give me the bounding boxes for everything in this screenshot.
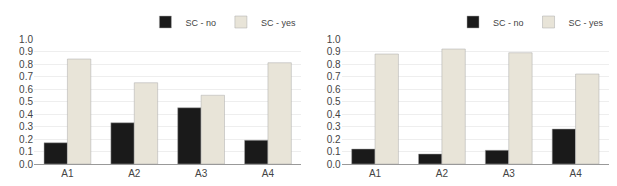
svg-text:SC - yes: SC - yes (261, 18, 296, 28)
svg-text:A2: A2 (436, 168, 449, 179)
svg-text:A4: A4 (569, 168, 582, 179)
svg-text:SC - no: SC - no (493, 18, 524, 28)
svg-text:0.1: 0.1 (19, 146, 33, 157)
svg-text:0.8: 0.8 (19, 59, 33, 70)
svg-text:A1: A1 (61, 168, 74, 179)
svg-text:0.0: 0.0 (19, 159, 33, 170)
svg-text:0.3: 0.3 (327, 121, 341, 132)
svg-text:A1: A1 (369, 168, 382, 179)
svg-text:0.5: 0.5 (327, 96, 341, 107)
svg-text:0.2: 0.2 (327, 134, 341, 145)
svg-text:0.2: 0.2 (19, 134, 33, 145)
svg-text:0.8: 0.8 (327, 59, 341, 70)
svg-text:A4: A4 (262, 168, 275, 179)
svg-text:0.9: 0.9 (327, 46, 341, 57)
svg-text:A3: A3 (503, 168, 516, 179)
svg-text:0.4: 0.4 (19, 109, 33, 120)
svg-text:0.3: 0.3 (19, 121, 33, 132)
svg-text:0.1: 0.1 (327, 146, 341, 157)
svg-text:A2: A2 (128, 168, 141, 179)
svg-text:0.5: 0.5 (19, 96, 33, 107)
svg-text:0.7: 0.7 (19, 71, 33, 82)
svg-text:SC - yes: SC - yes (569, 18, 604, 28)
svg-text:0.6: 0.6 (19, 84, 33, 95)
svg-text:1.0: 1.0 (19, 34, 33, 45)
svg-text:0.4: 0.4 (327, 109, 341, 120)
svg-text:A3: A3 (195, 168, 208, 179)
svg-text:1.0: 1.0 (327, 34, 341, 45)
svg-text:0.0: 0.0 (327, 159, 341, 170)
svg-text:0.7: 0.7 (327, 71, 341, 82)
svg-text:0.6: 0.6 (327, 84, 341, 95)
svg-text:SC - no: SC - no (185, 18, 216, 28)
svg-text:0.9: 0.9 (19, 46, 33, 57)
